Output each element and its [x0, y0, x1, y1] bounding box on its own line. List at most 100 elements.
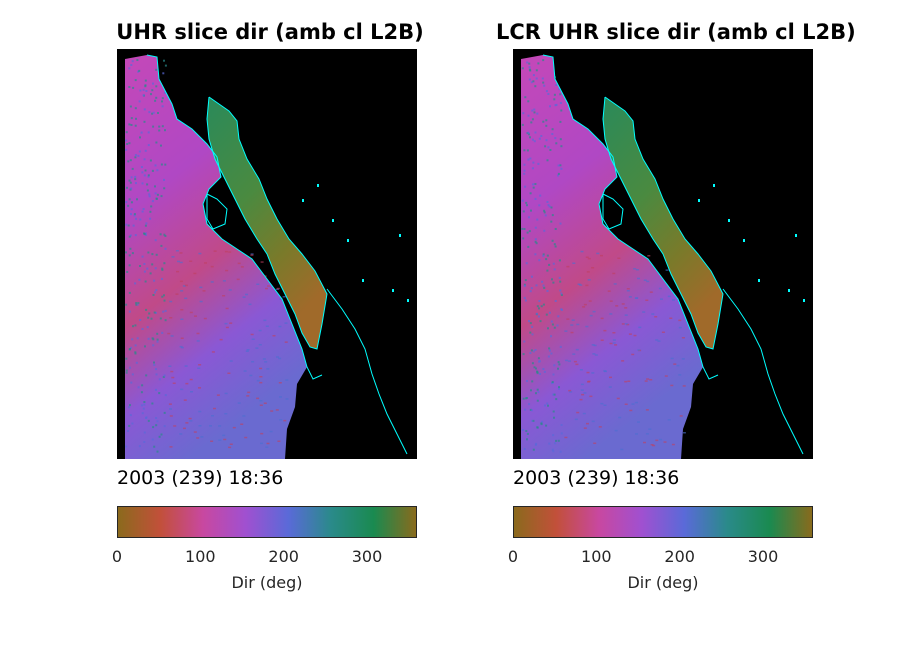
texture-speck: [202, 290, 206, 292]
texture-speck: [131, 167, 134, 170]
texture-speck: [523, 284, 526, 287]
texture-speck: [637, 277, 640, 280]
texture-speck: [130, 124, 133, 126]
texture-speck: [547, 93, 550, 95]
texture-speck: [558, 259, 561, 262]
texture-speck: [153, 279, 156, 282]
texture-speck: [245, 350, 249, 352]
texture-speck: [523, 172, 526, 175]
texture-speck: [225, 269, 229, 272]
texture-speck: [528, 66, 531, 69]
texture-speck: [628, 333, 632, 335]
texture-speck: [184, 297, 188, 300]
texture-speck: [189, 420, 193, 422]
texture-speck: [151, 89, 154, 92]
island-marker: [788, 289, 790, 292]
texture-speck: [149, 272, 152, 275]
texture-speck: [256, 283, 260, 285]
texture-speck: [161, 267, 164, 270]
texture-speck: [213, 407, 216, 410]
texture-speck: [587, 380, 591, 383]
texture-speck: [196, 332, 200, 335]
texture-speck: [652, 444, 656, 447]
texture-speck: [180, 309, 184, 311]
texture-speck: [558, 386, 560, 389]
texture-speck: [546, 159, 549, 162]
texture-speck: [125, 357, 128, 360]
texture-speck: [566, 265, 570, 268]
coastline: [602, 96, 724, 350]
texture-speck: [134, 107, 137, 110]
texture-speck: [583, 427, 587, 429]
colorbar-tick: 100: [185, 547, 216, 566]
island-marker: [698, 199, 700, 202]
texture-speck: [179, 252, 183, 254]
texture-speck: [284, 341, 288, 343]
texture-speck: [548, 263, 551, 266]
texture-speck: [279, 419, 283, 421]
texture-speck: [164, 235, 167, 237]
texture-speck: [171, 256, 175, 258]
texture-speck: [134, 178, 137, 181]
texture-speck: [147, 175, 150, 178]
texture-speck: [552, 393, 555, 396]
texture-speck: [128, 235, 131, 238]
texture-speck: [581, 393, 585, 396]
texture-speck: [276, 287, 280, 290]
texture-speck: [560, 109, 563, 112]
texture-speck: [162, 376, 165, 378]
texture-speck: [129, 181, 132, 184]
texture-speck: [637, 349, 641, 351]
texture-speck: [259, 400, 263, 402]
island-marker: [347, 239, 349, 242]
coastline: [206, 96, 328, 350]
texture-speck: [634, 401, 638, 404]
texture-speck: [628, 296, 632, 298]
texture-speck: [155, 417, 158, 419]
texture-speck: [582, 412, 586, 415]
texture-speck: [147, 144, 150, 147]
texture-speck: [526, 438, 528, 441]
texture-speck: [134, 282, 137, 285]
texture-speck: [553, 416, 555, 419]
texture-speck: [224, 250, 228, 253]
texture-speck: [548, 347, 551, 350]
texture-speck: [156, 420, 159, 423]
texture-speck: [169, 415, 173, 417]
texture-speck: [555, 398, 558, 401]
coastline-layer: [542, 54, 805, 455]
texture-speck: [263, 319, 267, 322]
texture-speck: [536, 370, 539, 373]
texture-speck: [160, 144, 162, 147]
texture-speck: [529, 352, 532, 354]
texture-speck: [585, 325, 589, 328]
texture-speck: [612, 342, 616, 344]
texture-speck: [626, 290, 630, 292]
texture-speck: [249, 374, 253, 377]
texture-speck: [143, 233, 146, 236]
texture-speck: [185, 382, 189, 385]
texture-speck: [144, 149, 147, 152]
texture-speck: [644, 380, 648, 382]
texture-speck: [554, 300, 557, 302]
texture-speck: [560, 167, 563, 170]
texture-speck: [521, 227, 524, 230]
texture-speck: [182, 285, 186, 287]
texture-speck: [531, 419, 534, 422]
texture-speck: [210, 440, 214, 442]
texture-speck: [532, 448, 535, 451]
texture-speck: [557, 439, 560, 442]
texture-speck: [612, 272, 616, 275]
texture-speck: [617, 257, 621, 259]
texture-speck: [544, 404, 546, 407]
texture-speck: [631, 403, 635, 405]
texture-speck: [559, 450, 562, 453]
texture-speck: [141, 328, 144, 330]
texture-speck: [144, 345, 146, 348]
texture-speck: [152, 125, 155, 128]
texture-speck: [655, 339, 659, 341]
texture-speck: [164, 247, 167, 250]
texture-speck: [163, 59, 165, 62]
texture-speck: [163, 299, 166, 302]
texture-speck: [523, 228, 526, 230]
